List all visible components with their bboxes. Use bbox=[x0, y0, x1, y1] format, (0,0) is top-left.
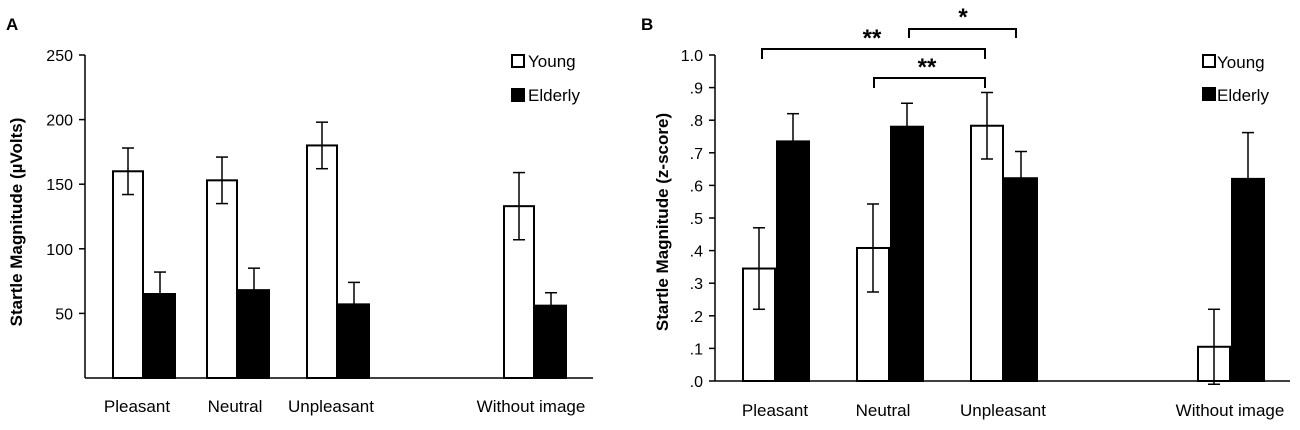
panel-a-chart: A Startle Magnitude (µVolts) 50 100 150 200… bbox=[6, 15, 593, 416]
bar-young bbox=[306, 144, 338, 379]
panel-b-legend: Young Elderly bbox=[1202, 53, 1269, 105]
legend-swatch-young bbox=[1202, 54, 1216, 68]
panel-a-legend: Young Elderly bbox=[511, 52, 580, 105]
panel-a-y-axis-label: Startle Magnitude (µVolts) bbox=[7, 118, 26, 327]
y-tick-label: .0 bbox=[690, 374, 703, 391]
legend-label-elderly: Elderly bbox=[528, 86, 580, 105]
y-tick-label: 250 bbox=[46, 48, 73, 65]
bracket-pleasant-unpleasant bbox=[761, 48, 986, 59]
panel-b-chart: B Startle Magnitude (z-score) .0 .1 .2 .3 .4… bbox=[641, 4, 1290, 420]
panel-a-y-ticks: 50 100 150 200 250 bbox=[46, 48, 85, 323]
y-tick-label: 50 bbox=[55, 306, 73, 323]
panel-a-letter: A bbox=[6, 15, 18, 34]
legend-swatch-young bbox=[511, 54, 525, 68]
category-label: Unpleasant bbox=[960, 401, 1046, 420]
category-label: Neutral bbox=[208, 397, 263, 416]
significance-label: ** bbox=[863, 25, 882, 52]
bar-elderly bbox=[776, 140, 810, 382]
y-tick-label: .9 bbox=[690, 81, 703, 98]
legend-label-elderly: Elderly bbox=[1217, 86, 1269, 105]
bar-young bbox=[970, 124, 1004, 382]
panel-a-category-labels: Pleasant Neutral Unpleasant Without image bbox=[104, 397, 585, 416]
bar-elderly bbox=[890, 125, 924, 382]
panel-a-bars bbox=[112, 121, 567, 380]
y-tick-label: .8 bbox=[690, 113, 703, 130]
category-label: Without image bbox=[1176, 401, 1285, 420]
bracket-neutral-elderly-unpleasant-elderly bbox=[908, 28, 1017, 38]
category-label: Without image bbox=[477, 397, 586, 416]
y-tick-label: .7 bbox=[690, 146, 703, 163]
y-tick-label: 1.0 bbox=[681, 48, 703, 65]
y-tick-label: .1 bbox=[690, 341, 703, 358]
y-tick-label: .5 bbox=[690, 211, 703, 228]
bar-elderly bbox=[1004, 177, 1038, 382]
legend-swatch-elderly bbox=[1202, 87, 1216, 101]
panel-b-y-axis-label: Startle Magnitude (z-score) bbox=[653, 113, 672, 331]
y-tick-label: .6 bbox=[690, 178, 703, 195]
y-tick-label: 100 bbox=[46, 242, 73, 259]
legend-label-young: Young bbox=[528, 52, 576, 71]
y-tick-label: 150 bbox=[46, 177, 73, 194]
legend-swatch-elderly bbox=[511, 88, 525, 102]
category-label: Unpleasant bbox=[288, 397, 374, 416]
panel-b-bars bbox=[742, 91, 1265, 386]
significance-label: ** bbox=[918, 54, 937, 81]
bar-young bbox=[206, 179, 238, 379]
significance-brackets: ** ** * bbox=[761, 4, 1017, 88]
bar-elderly bbox=[338, 303, 370, 379]
bar-young bbox=[112, 170, 144, 379]
y-tick-label: .2 bbox=[690, 309, 703, 326]
y-tick-label: 200 bbox=[46, 113, 73, 130]
significance-label: * bbox=[958, 4, 968, 31]
panel-b-letter: B bbox=[641, 15, 653, 34]
panel-b-category-labels: Pleasant Neutral Unpleasant Without image bbox=[742, 401, 1284, 420]
bracket-neutral-unpleasant bbox=[873, 77, 986, 88]
category-label: Pleasant bbox=[104, 397, 170, 416]
legend-label-young: Young bbox=[1217, 53, 1265, 72]
y-tick-label: .4 bbox=[690, 244, 703, 261]
y-tick-label: .3 bbox=[690, 276, 703, 293]
panel-b-y-ticks: .0 .1 .2 .3 .4 .5 .6 .7 .8 .9 1.0 bbox=[681, 48, 715, 391]
category-label: Neutral bbox=[856, 401, 911, 420]
category-label: Pleasant bbox=[742, 401, 808, 420]
